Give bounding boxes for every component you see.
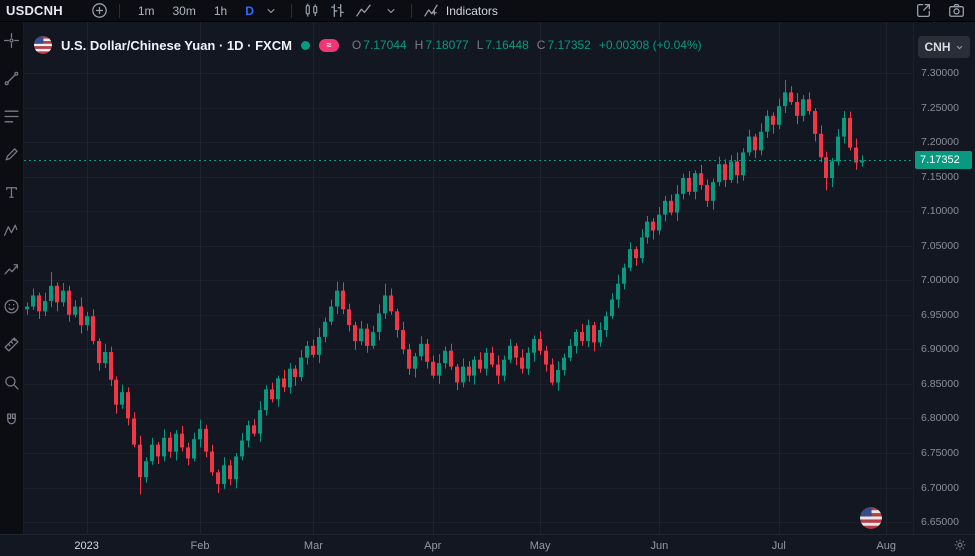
price-label: 7.20000	[921, 136, 959, 149]
price-label: 7.00000	[921, 274, 959, 287]
symbol-title[interactable]: U.S. Dollar/Chinese Yuan · 1D · FXCM	[61, 37, 292, 53]
zoom-icon[interactable]	[3, 374, 20, 391]
ohlc-field-c: C 7.17352	[536, 38, 591, 52]
time-tick-may: May	[529, 540, 551, 552]
time-axis[interactable]: 2023 Feb Mar Apr May Jun Jul Aug	[0, 534, 975, 556]
price-label: 7.15000	[921, 170, 959, 183]
text-icon[interactable]	[3, 184, 20, 201]
chevron-down-icon[interactable]	[263, 2, 280, 19]
ohlc-fields: O 7.17044 H 7.18077 L 7.16448 C 7.17352	[352, 38, 591, 52]
time-tick-jul: Jul	[771, 540, 786, 552]
interval-buttons: 1m 30m 1h D	[131, 2, 261, 20]
time-tick-mar: Mar	[303, 540, 323, 552]
price-label: 6.95000	[921, 308, 959, 321]
price-label: 6.65000	[921, 516, 959, 528]
candles-plot	[24, 22, 913, 534]
toolbar-right-group	[915, 2, 965, 19]
candlestick-style-icon[interactable]	[303, 2, 320, 19]
time-tick-aug: Aug	[876, 540, 896, 552]
chevron-down-icon[interactable]	[383, 2, 400, 19]
top-toolbar: USDCNH 1m 30m 1h D	[0, 0, 975, 22]
indicators-icon	[423, 2, 440, 19]
crosshair-icon[interactable]	[3, 32, 20, 49]
currency-dropdown-button[interactable]: CNH	[918, 36, 970, 58]
toolbar-divider	[410, 3, 412, 18]
change-value: +0.00308 (+0.04%)	[598, 38, 702, 52]
ohlc-field-l: L 7.16448	[476, 38, 529, 52]
price-axis[interactable]: CNH 7.30000 7.25000 7.20000 7.15000 7.10000 7…	[913, 22, 975, 534]
time-tick-apr: Apr	[424, 540, 442, 552]
compare-add-icon[interactable]	[91, 2, 108, 19]
camera-icon[interactable]	[948, 2, 965, 19]
area-style-icon[interactable]	[355, 2, 372, 19]
trendline-icon[interactable]	[3, 70, 20, 87]
chart-style-group	[303, 2, 400, 19]
delayed-data-badge[interactable]: ≈	[318, 38, 339, 52]
toolbar-divider	[118, 3, 120, 18]
price-label: 6.90000	[921, 343, 959, 356]
price-label: 7.25000	[921, 101, 959, 114]
fib-retracement-icon[interactable]	[3, 108, 20, 125]
ohlc-field-h: H 7.18077	[414, 38, 469, 52]
emoji-icon[interactable]	[3, 298, 20, 315]
main-area: U.S. Dollar/Chinese Yuan · 1D · FXCM ≈ O…	[0, 22, 975, 534]
brush-icon[interactable]	[3, 146, 20, 163]
interval-button-1h[interactable]: 1h	[213, 3, 228, 18]
indicators-label: Indicators	[445, 3, 498, 18]
bars-style-icon[interactable]	[329, 2, 346, 19]
price-label: 7.05000	[921, 239, 959, 252]
forecast-icon[interactable]	[3, 260, 20, 277]
time-tick-2023: 2023	[74, 540, 99, 552]
currency-label: CNH	[924, 40, 951, 54]
price-label: 6.85000	[921, 377, 959, 390]
price-label: 6.80000	[921, 412, 959, 425]
xabcd-pattern-icon[interactable]	[3, 222, 20, 239]
interval-button-1m[interactable]: 1m	[137, 3, 155, 18]
us-flag-logo	[860, 507, 882, 529]
time-tick-jun: Jun	[650, 540, 669, 552]
chart-legend: U.S. Dollar/Chinese Yuan · 1D · FXCM ≈ O…	[34, 36, 702, 54]
gear-icon[interactable]	[953, 538, 968, 553]
drawing-toolbar	[0, 22, 24, 534]
symbol-button[interactable]: USDCNH	[6, 3, 63, 18]
market-status-icon[interactable]	[300, 40, 310, 50]
magnet-icon[interactable]	[3, 412, 20, 429]
ruler-icon[interactable]	[3, 336, 20, 353]
toolbar-divider	[290, 3, 292, 18]
indicators-button[interactable]: Indicators	[423, 2, 498, 19]
price-label: 7.30000	[921, 67, 959, 79]
price-label: 6.75000	[921, 447, 959, 459]
ohlc-values: O 7.17044 H 7.18077 L 7.16448 C 7.17352 +0.0030…	[352, 38, 702, 52]
chevron-down-icon	[955, 43, 964, 52]
share-icon[interactable]	[915, 2, 932, 19]
price-label: 6.70000	[921, 481, 959, 494]
chart-canvas[interactable]: U.S. Dollar/Chinese Yuan · 1D · FXCM ≈ O…	[24, 22, 913, 534]
interval-button-30m[interactable]: 30m	[172, 3, 196, 18]
ohlc-field-o: O 7.17044	[351, 38, 407, 52]
us-flag-icon	[34, 36, 52, 54]
time-tick-feb: Feb	[190, 540, 210, 552]
interval-button-d[interactable]: D	[245, 3, 254, 18]
current-price-label: 7.17352	[915, 151, 972, 170]
price-label: 7.10000	[921, 205, 959, 218]
